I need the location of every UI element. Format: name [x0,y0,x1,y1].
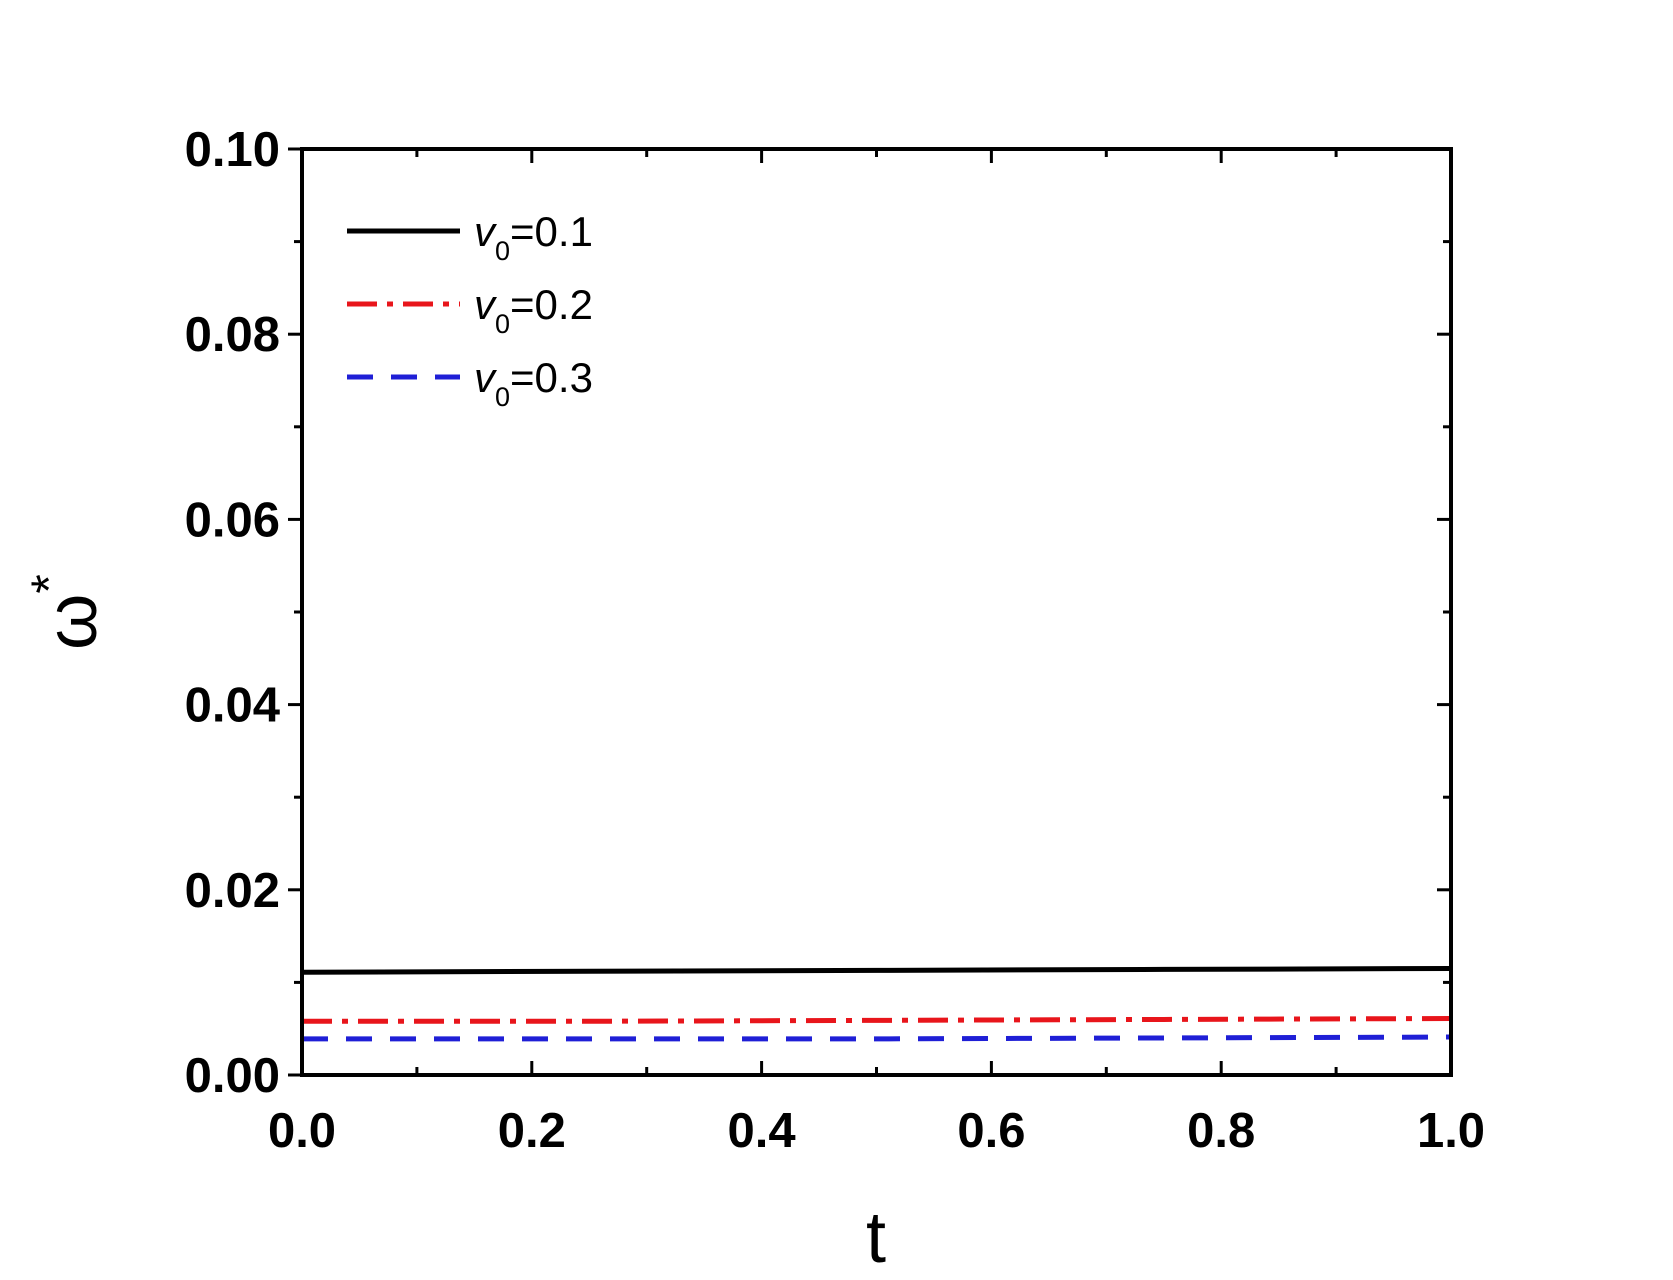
x-tick-label: 0.8 [1187,1104,1255,1158]
y-axis-title: ω* [21,574,112,650]
y-tick-label: 0.02 [185,864,280,918]
series-line-2 [302,1016,1452,1024]
y-axis-title-group: ω* [21,574,112,650]
x-tick-label: 0.6 [957,1104,1025,1158]
legend-label-3: v0=0.3 [474,354,593,412]
series-lines [301,966,1452,1042]
plot-frame [300,147,1453,1077]
x-tick-label: 0.2 [498,1104,566,1158]
x-axis-title: t [866,1198,886,1278]
tick-labels: 0.0 0.2 0.4 0.6 0.8 1.0 0.00 0.02 0.04 0.06 0.08 0.… [185,123,1485,1158]
y-tick-label: 0.08 [185,308,280,362]
series-line-1 [301,966,1452,975]
series-line-3 [302,1034,1452,1042]
y-tick-label: 0.04 [185,679,280,733]
legend-label-2: v0=0.2 [474,281,593,339]
y-tick-label: 0.10 [185,123,280,177]
legend-label-1: v0=0.1 [474,208,593,266]
x-tick-label: 0.0 [268,1104,336,1158]
y-axis-title-superscript: * [21,574,77,593]
y-tick-label: 0.00 [185,1049,280,1103]
x-tick-label: 0.4 [728,1104,796,1158]
legend: v0=0.1 v0=0.2 v0=0.3 [347,208,593,412]
x-tick-label: 1.0 [1417,1104,1485,1158]
y-tick-label: 0.06 [185,493,280,547]
